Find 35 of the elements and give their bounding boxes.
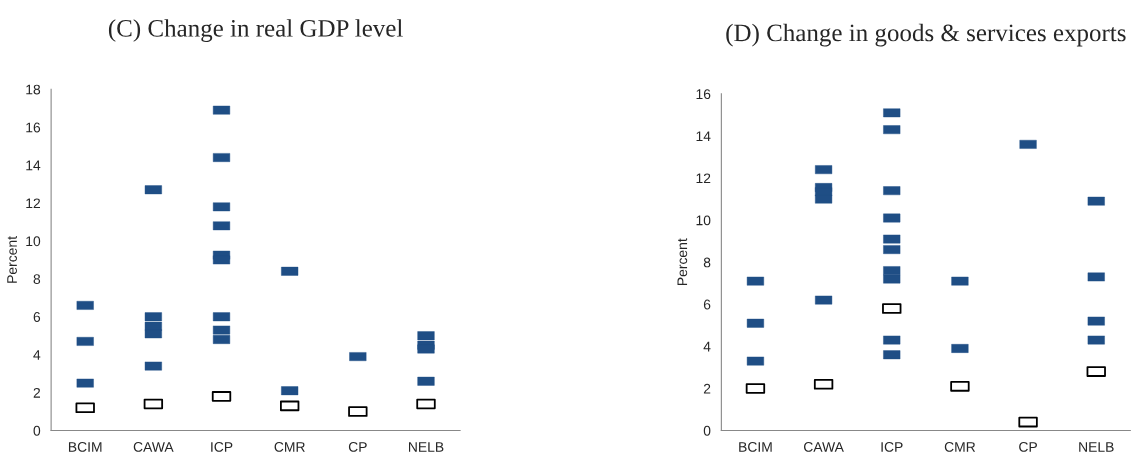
x-tick-label: CAWA xyxy=(133,442,174,452)
x-tick-label: CAWA xyxy=(803,442,844,452)
y-tick-label: 2 xyxy=(703,383,711,394)
y-tick-label: 6 xyxy=(703,299,711,310)
y-axis-title: Percent xyxy=(677,238,688,285)
y-tick-label: 0 xyxy=(33,425,41,436)
y-tick-label: 8 xyxy=(703,257,711,268)
y-tick-label: 12 xyxy=(26,198,41,209)
x-tick-label: CMR xyxy=(274,442,305,452)
x-tick-label: CP xyxy=(348,442,367,452)
y-tick-label: 12 xyxy=(696,173,711,184)
x-tick-label: ICP xyxy=(211,442,233,452)
x-tick-label: CMR xyxy=(944,442,976,452)
y-tick-label: 6 xyxy=(33,312,41,322)
y-axis-title: Percent xyxy=(7,236,17,283)
y-tick-label: 10 xyxy=(26,236,41,247)
y-tick-label: 2 xyxy=(33,387,41,398)
x-tick-label: BCIM xyxy=(68,442,102,452)
y-tick-label: 16 xyxy=(696,89,711,100)
y-tick-label: 10 xyxy=(696,215,711,226)
x-tick-label: ICP xyxy=(881,442,903,452)
x-tick-label: CP xyxy=(1019,442,1037,452)
x-tick-label: NELB xyxy=(409,442,444,452)
x-tick-label: BCIM xyxy=(739,442,772,452)
y-tick-label: 4 xyxy=(33,350,41,360)
chart-title: (C) Change in real GDP level xyxy=(108,19,403,42)
x-tick-label: NELB xyxy=(1079,442,1114,452)
y-tick-label: 18 xyxy=(26,84,41,95)
y-tick-label: 4 xyxy=(703,341,711,352)
y-tick-label: 16 xyxy=(26,122,41,133)
y-tick-label: 14 xyxy=(696,131,711,141)
y-tick-label: 8 xyxy=(33,274,41,285)
y-tick-label: 14 xyxy=(26,160,41,171)
chart-title: (D) Change in goods & services exports xyxy=(726,23,1126,47)
y-tick-label: 0 xyxy=(703,425,711,436)
